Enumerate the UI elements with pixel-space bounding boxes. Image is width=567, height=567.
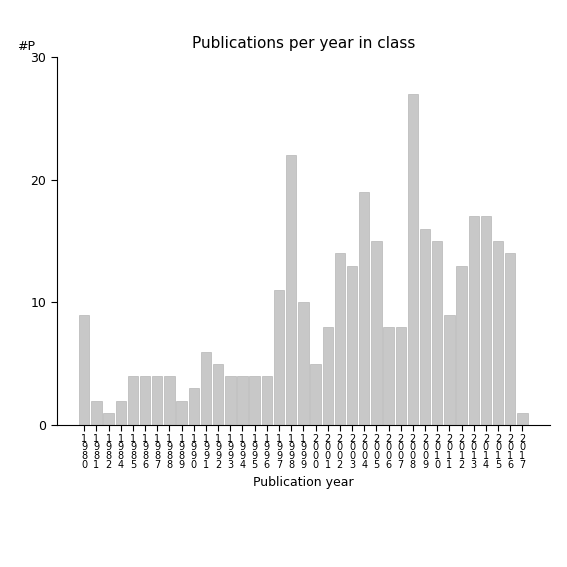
Bar [225,376,235,425]
Bar [432,241,442,425]
Bar [103,413,114,425]
Bar [396,327,406,425]
Bar [347,265,357,425]
Bar [164,376,175,425]
Bar [323,327,333,425]
Bar [383,327,393,425]
Bar [468,217,479,425]
Bar [335,253,345,425]
Bar [286,155,297,425]
Bar [371,241,382,425]
Bar [140,376,150,425]
Bar [249,376,260,425]
Bar [359,192,369,425]
Bar [274,290,284,425]
Bar [298,302,308,425]
Bar [420,229,430,425]
Bar [261,376,272,425]
Bar [201,352,211,425]
Bar [189,388,199,425]
Bar [176,401,187,425]
Bar [238,376,248,425]
Bar [79,315,90,425]
Bar [128,376,138,425]
Bar [408,94,418,425]
Bar [116,401,126,425]
Bar [152,376,163,425]
Text: #P: #P [17,40,35,53]
Title: Publications per year in class: Publications per year in class [192,36,415,52]
Bar [213,364,223,425]
Bar [91,401,101,425]
Bar [456,265,467,425]
Bar [444,315,455,425]
Bar [493,241,503,425]
X-axis label: Publication year: Publication year [253,476,354,489]
Bar [481,217,491,425]
Bar [517,413,527,425]
Bar [310,364,321,425]
Bar [505,253,515,425]
